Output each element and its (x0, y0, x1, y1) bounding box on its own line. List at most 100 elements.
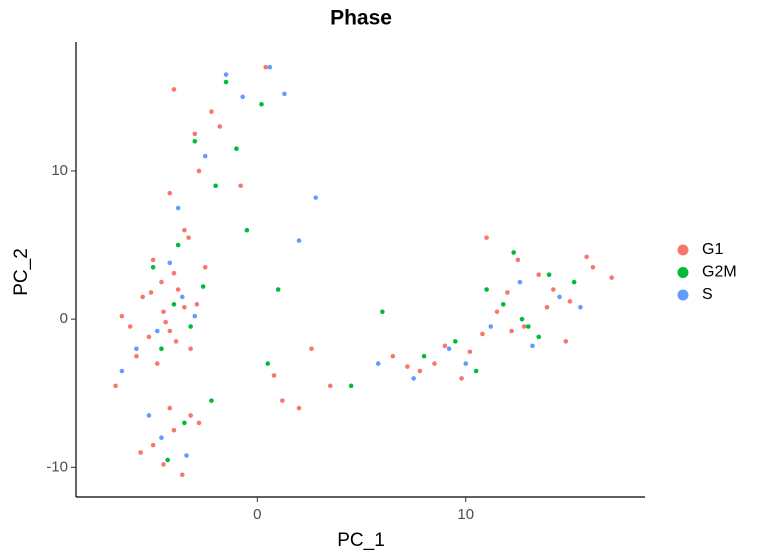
data-point (567, 299, 573, 304)
data-point (213, 183, 218, 189)
data-point (590, 264, 596, 270)
data-point (175, 242, 181, 248)
data-point (161, 309, 166, 315)
data-point (432, 361, 437, 366)
data-point (267, 64, 273, 70)
data-point (223, 79, 229, 85)
x-axis-title: PC_1 (337, 530, 385, 551)
data-point (282, 91, 287, 97)
legend-text: G2M (702, 264, 737, 281)
data-point (154, 361, 160, 366)
data-point (463, 361, 469, 366)
data-point (421, 353, 427, 359)
data-point (175, 205, 181, 211)
data-point (159, 279, 164, 285)
data-point (536, 272, 542, 277)
data-point (265, 361, 271, 366)
legend-marker (677, 267, 689, 278)
data-point (182, 304, 187, 310)
data-point (375, 361, 381, 366)
data-point (188, 413, 193, 418)
data-point (484, 235, 489, 240)
data-point (171, 302, 177, 307)
data-point (186, 235, 191, 240)
data-point (259, 101, 264, 107)
y-tick-label: -10 (46, 458, 68, 475)
data-point (484, 287, 489, 292)
data-point (223, 72, 229, 77)
data-point (509, 328, 514, 334)
legend-text: G1 (702, 241, 723, 258)
data-point (275, 287, 281, 292)
data-point (313, 195, 318, 200)
data-point (184, 453, 189, 458)
data-point (148, 290, 154, 295)
data-point (167, 328, 173, 334)
data-point (530, 343, 535, 349)
data-point (390, 353, 396, 359)
data-point (196, 168, 202, 174)
data-point (442, 343, 448, 349)
data-point (411, 376, 416, 381)
data-point (480, 331, 485, 337)
data-point (544, 304, 550, 310)
y-tick-label: 0 (60, 310, 68, 327)
data-point (194, 302, 200, 307)
data-point (571, 279, 577, 285)
data-point (296, 238, 302, 243)
data-point (473, 368, 479, 374)
data-point (150, 257, 156, 263)
data-point (188, 346, 193, 352)
data-point (159, 346, 164, 352)
data-point (244, 227, 250, 233)
chart-title: Phase (330, 7, 392, 30)
data-point (196, 420, 202, 426)
data-point (171, 87, 177, 92)
data-point (263, 64, 268, 70)
data-point (584, 254, 589, 260)
data-point (280, 398, 285, 403)
data-point (163, 319, 168, 325)
data-point (459, 376, 464, 381)
data-point (240, 94, 246, 100)
data-point (609, 275, 614, 280)
x-tick-label: 0 (253, 506, 261, 523)
data-point (467, 349, 473, 355)
data-point (525, 324, 531, 329)
data-point (500, 302, 506, 307)
data-point (165, 457, 171, 463)
data-point (521, 324, 527, 329)
data-point (179, 294, 185, 300)
data-point (192, 131, 198, 137)
y-axis-title: PC_2 (11, 248, 32, 296)
y-tick-label: 10 (51, 162, 68, 179)
data-point (161, 462, 166, 467)
data-point (217, 124, 223, 129)
data-point (173, 339, 179, 344)
data-point (546, 272, 552, 277)
data-point (119, 368, 125, 374)
data-point (517, 279, 523, 285)
data-point (150, 442, 156, 448)
data-point (296, 405, 302, 411)
data-point (505, 290, 510, 295)
data-point (159, 435, 164, 441)
data-point (182, 420, 187, 426)
data-point (453, 339, 458, 344)
legend-marker (677, 289, 689, 301)
data-point (171, 270, 177, 276)
data-point (519, 316, 525, 322)
data-point (175, 287, 181, 292)
data-point (209, 109, 214, 114)
data-point (140, 294, 145, 300)
data-point (179, 472, 185, 478)
data-point (127, 324, 133, 329)
data-point (348, 383, 354, 389)
data-point (171, 428, 177, 433)
data-point (134, 346, 139, 352)
data-point (446, 346, 452, 352)
x-tick-label: 10 (457, 506, 474, 523)
data-point (536, 334, 542, 340)
data-point (417, 368, 423, 374)
